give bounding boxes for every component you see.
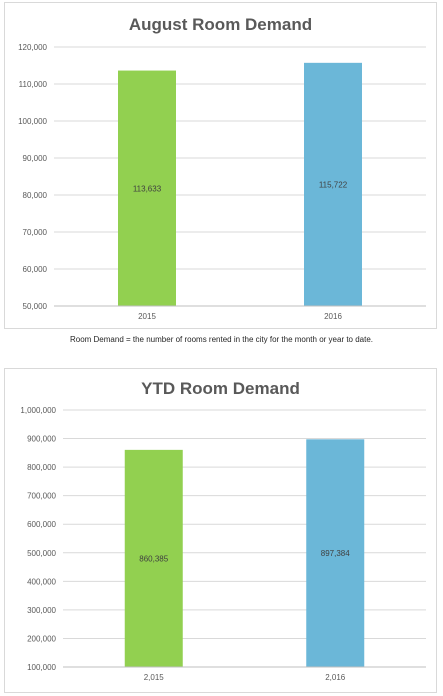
- room-demand-footnote: Room Demand = the number of rooms rented…: [69, 335, 374, 344]
- chart-title: August Room Demand: [128, 15, 313, 34]
- data-label: 860,385: [139, 554, 168, 563]
- data-label: 115,722: [319, 180, 348, 189]
- y-tick-label: 100,000: [18, 117, 47, 126]
- august-room-demand-chart: August Room Demand 50,000 60,000 70,000 80,…: [4, 2, 437, 329]
- x-tick-label: 2,015: [144, 673, 165, 682]
- data-label: 113,633: [133, 184, 162, 193]
- y-tick-label: 90,000: [23, 154, 48, 163]
- y-tick-label: 800,000: [27, 463, 56, 472]
- y-tick-label: 700,000: [27, 492, 56, 501]
- y-tick-label: 500,000: [27, 549, 56, 558]
- ytd-chart-plot: 100,000 200,000 300,000 400,000 500,000 600,0…: [20, 406, 426, 682]
- august-chart-plot: 50,000 60,000 70,000 80,000 90,000 100,000 110…: [18, 43, 426, 321]
- bar: [304, 62, 362, 306]
- data-label: 897,384: [321, 549, 350, 558]
- x-tick-label: 2016: [324, 312, 342, 321]
- bar: [118, 70, 176, 307]
- y-tick-label: 80,000: [23, 191, 48, 200]
- y-tick-label: 120,000: [18, 43, 47, 52]
- bar: [124, 449, 183, 667]
- y-tick-label: 70,000: [23, 228, 48, 237]
- bar: [306, 439, 365, 667]
- x-tick-label: 2,016: [325, 673, 346, 682]
- x-tick-label: 2015: [138, 312, 156, 321]
- y-tick-label: 110,000: [19, 80, 48, 89]
- y-tick-label: 300,000: [27, 606, 56, 615]
- y-tick-label: 200,000: [27, 634, 56, 643]
- y-tick-label: 50,000: [23, 302, 48, 311]
- y-tick-label: 100,000: [27, 663, 56, 672]
- y-tick-label: 60,000: [23, 265, 48, 274]
- y-tick-label: 1,000,000: [20, 406, 56, 415]
- ytd-room-demand-chart: YTD Room Demand 100,000 200,000 300,000 400…: [4, 368, 437, 693]
- y-tick-label: 400,000: [27, 577, 56, 586]
- y-tick-label: 600,000: [27, 520, 56, 529]
- y-tick-label: 900,000: [27, 435, 56, 444]
- chart-title: YTD Room Demand: [141, 379, 300, 398]
